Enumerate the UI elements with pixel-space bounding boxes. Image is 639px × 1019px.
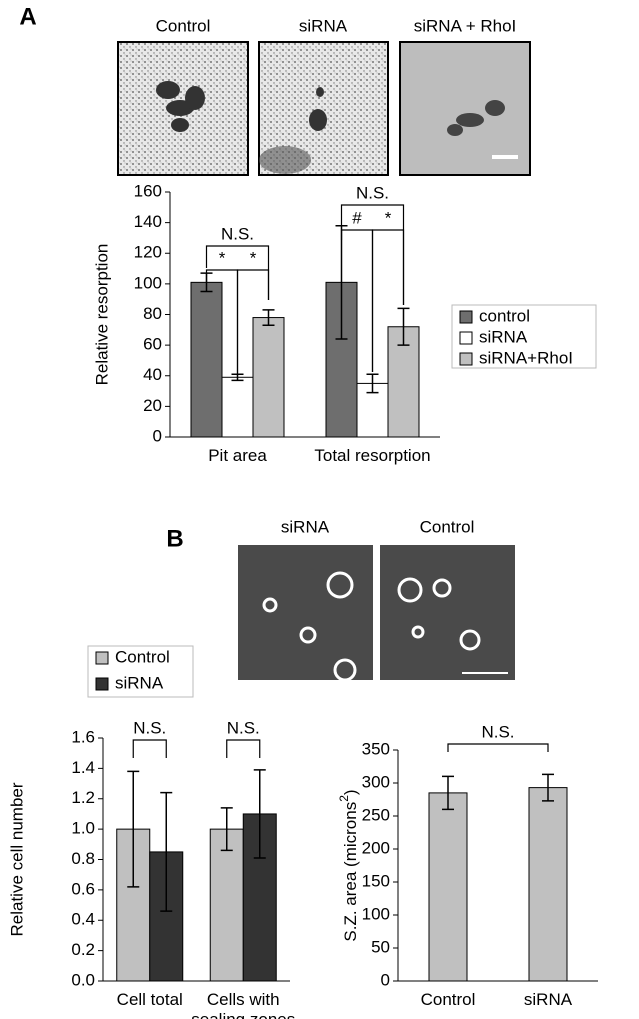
significance-bracket <box>132 739 167 758</box>
y-tick-label: 1.6 <box>71 727 95 746</box>
bar <box>221 376 254 438</box>
y-tick-label: 0 <box>153 426 162 445</box>
y-tick-label: 160 <box>134 181 162 200</box>
micrograph <box>380 545 515 680</box>
micrograph <box>399 41 531 176</box>
bar <box>209 828 244 982</box>
y-tick-label: 20 <box>143 396 162 415</box>
bar <box>190 281 223 438</box>
y-tick-label: 0.6 <box>71 879 95 898</box>
error-bar <box>366 373 379 394</box>
legend-label: siRNA <box>479 327 528 346</box>
legend-label: siRNA <box>115 673 164 692</box>
legend-swatch <box>95 651 109 665</box>
y-axis-label-suffix: ) <box>341 789 360 795</box>
image-caption: Control <box>420 517 475 536</box>
y-tick-label: 1.2 <box>71 788 95 807</box>
annotation: N.S. <box>356 183 389 202</box>
x-tick-label: siRNA <box>523 990 573 1009</box>
legend-swatch <box>459 331 473 345</box>
legend-label: Control <box>115 647 170 666</box>
micrograph <box>117 41 249 176</box>
significance-bracket <box>236 269 270 375</box>
legend-swatch <box>95 677 109 691</box>
error-bar <box>397 307 410 346</box>
annotation: * <box>385 208 392 227</box>
annotation: * <box>219 248 226 267</box>
x-tick-label: Cell total <box>116 990 183 1009</box>
y-tick-label: 40 <box>143 365 162 384</box>
y-tick-label: 100 <box>134 273 162 292</box>
y-tick-label: 0 <box>381 970 390 989</box>
x-tick-label: Total resorption <box>314 446 431 465</box>
legend-label: control <box>479 306 530 325</box>
micrograph <box>238 545 373 682</box>
x-tick-label: Control <box>420 990 476 1009</box>
panel-label: B <box>166 525 183 552</box>
error-bar <box>262 309 275 326</box>
annotation: # <box>352 208 362 227</box>
bar <box>428 792 468 982</box>
image-caption: siRNA <box>299 16 348 35</box>
panel-label: A <box>19 3 36 30</box>
y-tick-label: 60 <box>143 335 162 354</box>
y-tick-label: 120 <box>134 243 162 262</box>
annotation: N.S. <box>221 224 254 243</box>
y-tick-label: 140 <box>134 212 162 231</box>
legend-swatch <box>459 310 473 324</box>
annotation: N.S. <box>227 718 260 737</box>
y-tick-label: 50 <box>371 937 390 956</box>
y-tick-label: 250 <box>362 805 390 824</box>
legend-label: siRNA+RhoI <box>479 348 573 367</box>
error-bar <box>160 791 173 912</box>
error-bar <box>253 769 266 859</box>
significance-bracket <box>371 229 405 372</box>
annotation: N.S. <box>481 722 514 741</box>
y-tick-label: 0.4 <box>71 910 95 929</box>
significance-bracket <box>447 743 549 752</box>
y-axis-label-text: S.Z. area (microns <box>341 802 360 942</box>
error-bar <box>442 775 454 811</box>
y-tick-label: 350 <box>362 739 390 758</box>
annotation: N.S. <box>133 718 166 737</box>
legend-swatch <box>459 352 473 366</box>
y-tick-label: 0.2 <box>71 940 95 959</box>
image-caption: siRNA + RhoI <box>414 16 517 35</box>
y-tick-label: 1.0 <box>71 819 95 838</box>
error-bar <box>542 773 554 802</box>
error-bar <box>335 224 348 340</box>
micrograph <box>258 41 389 176</box>
y-tick-label: 200 <box>362 838 390 857</box>
y-axis-label: Relative resorption <box>92 244 111 386</box>
image-caption: Control <box>156 16 211 35</box>
y-tick-label: 150 <box>362 871 390 890</box>
image-caption: siRNA <box>281 517 330 536</box>
annotation: * <box>250 248 257 267</box>
y-tick-label: 0.0 <box>71 970 95 989</box>
y-tick-label: 80 <box>143 304 162 323</box>
legend-box <box>451 304 597 369</box>
bar <box>252 317 285 438</box>
y-axis-label-sup: 2 <box>337 795 351 802</box>
y-tick-label: 300 <box>362 772 390 791</box>
x-tick-label: Cells with sealing zones <box>191 990 295 1019</box>
y-axis-label: Relative cell number <box>7 782 26 936</box>
significance-bracket <box>226 739 261 758</box>
y-axis-label: S.Z. area (microns2) <box>337 789 360 941</box>
y-tick-label: 1.4 <box>71 758 95 777</box>
error-bar <box>127 770 140 888</box>
bar <box>528 787 568 982</box>
x-tick-label: Pit area <box>208 446 267 465</box>
error-bar <box>220 807 233 852</box>
y-tick-label: 0.8 <box>71 849 95 868</box>
y-tick-label: 100 <box>362 904 390 923</box>
